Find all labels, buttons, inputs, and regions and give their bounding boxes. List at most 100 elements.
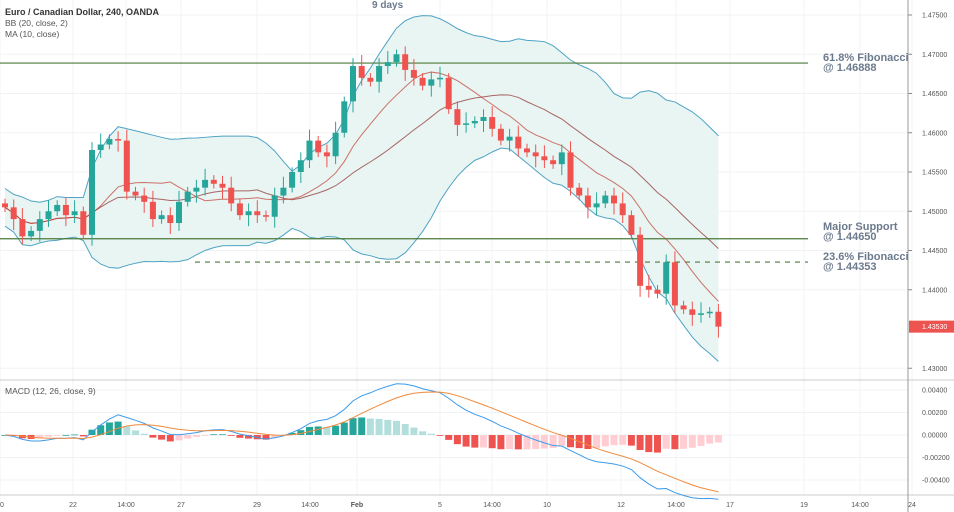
macd-histogram-bar: [671, 435, 679, 450]
candle: [254, 211, 261, 216]
major-support-label: Major Support @ 1.44650: [823, 221, 898, 243]
candle: [671, 262, 678, 306]
macd-histogram-bar: [149, 435, 157, 438]
bollinger-fill: [5, 15, 719, 362]
candle: [297, 160, 304, 172]
candle: [541, 156, 548, 161]
macd-histogram-bar: [123, 426, 131, 435]
candle: [219, 183, 226, 188]
candle: [28, 230, 35, 237]
time-tick: 5: [438, 502, 442, 509]
time-tick: 14:00: [851, 502, 869, 509]
macd-histogram-bar: [610, 435, 618, 446]
price-tick: 1.44500: [922, 248, 947, 255]
macd-histogram-bar: [192, 435, 200, 437]
time-tick: 14:00: [483, 502, 501, 509]
macd-histogram-bar: [53, 435, 61, 436]
macd-histogram-bar: [271, 435, 279, 438]
candle: [306, 140, 313, 161]
price-tick: 1.46500: [922, 91, 947, 98]
bollinger-basis: [4, 94, 719, 249]
macd-histogram-bar: [340, 422, 348, 435]
last-price-label: 1.43530: [922, 324, 947, 331]
candle: [576, 187, 583, 196]
time-tick: 29: [253, 502, 261, 509]
candle: [315, 140, 322, 153]
macd-histogram-bar: [358, 417, 366, 435]
candle: [602, 195, 609, 204]
candle: [419, 77, 426, 86]
candle: [584, 195, 591, 208]
macd-histogram-bar: [349, 418, 357, 435]
time-tick: 12: [617, 502, 625, 509]
macd-histogram-bar: [18, 435, 26, 439]
candle: [54, 204, 61, 212]
candle: [115, 139, 122, 141]
macd-histogram-bar: [419, 431, 427, 435]
macd-histogram-bar: [332, 425, 340, 435]
candle: [19, 219, 26, 237]
price-tick: 1.47500: [922, 13, 947, 20]
candle: [132, 191, 139, 196]
candle: [558, 152, 565, 165]
macd-tick: 0.00000: [922, 433, 947, 440]
macd-histogram-bar: [175, 435, 183, 441]
candle: [680, 305, 687, 310]
candle: [358, 66, 365, 78]
macd-histogram-bar: [523, 435, 531, 450]
macd-histogram-bar: [184, 435, 192, 439]
macd-histogram-bar: [210, 434, 218, 436]
macd-histogram-bar: [227, 435, 235, 436]
price-tick: 1.47000: [922, 52, 947, 59]
macd-histogram-bar: [105, 422, 113, 435]
candle: [611, 195, 617, 204]
macd-histogram-bar: [532, 435, 540, 450]
time-tick: Feb: [351, 502, 363, 509]
candle: [489, 117, 496, 129]
candle: [341, 101, 348, 133]
macd-tick: 0.00200: [922, 410, 947, 417]
macd-histogram-bar: [697, 435, 705, 446]
candle: [123, 140, 130, 192]
chart-title: Euro / Canadian Dollar, 240, OANDA: [5, 7, 160, 17]
price-tick: 1.46000: [922, 130, 947, 137]
candle: [619, 203, 626, 216]
candle: [437, 77, 443, 80]
candle: [637, 234, 644, 286]
candle: [471, 120, 478, 124]
candle: [654, 289, 661, 294]
candle: [2, 203, 8, 208]
time-tick: 19: [800, 502, 808, 509]
macd-histogram-bar: [471, 435, 479, 448]
time-tick: 10: [543, 502, 551, 509]
candle: [454, 109, 461, 125]
candle: [36, 219, 43, 231]
macd-histogram-bar: [288, 432, 296, 435]
candle: [410, 69, 417, 78]
candle: [45, 211, 52, 220]
candle: [236, 203, 243, 216]
macd-histogram-bar: [558, 435, 566, 446]
macd-histogram-bar: [71, 434, 79, 436]
macd-histogram-bar: [445, 435, 453, 440]
macd-histogram-bar: [158, 435, 166, 440]
time-tick: 14:00: [301, 502, 319, 509]
candle: [210, 179, 217, 184]
candle: [10, 207, 17, 220]
candle: [480, 117, 487, 121]
macd-line: [4, 383, 719, 500]
macd-legend: MACD (12, 26, close, 9): [5, 386, 96, 396]
macd-histogram-bar: [236, 435, 244, 438]
candle: [332, 132, 339, 157]
price-tick: 1.45500: [922, 170, 947, 177]
candle: [532, 152, 539, 157]
time-tick: 20: [0, 502, 4, 509]
time-tick: 27: [177, 502, 185, 509]
time-tick: 24: [908, 502, 916, 509]
candle: [80, 211, 87, 235]
macd-histogram-bar: [262, 435, 270, 440]
macd-histogram-bar: [79, 435, 87, 437]
macd-histogram-bar: [480, 435, 487, 448]
candle: [271, 195, 278, 217]
